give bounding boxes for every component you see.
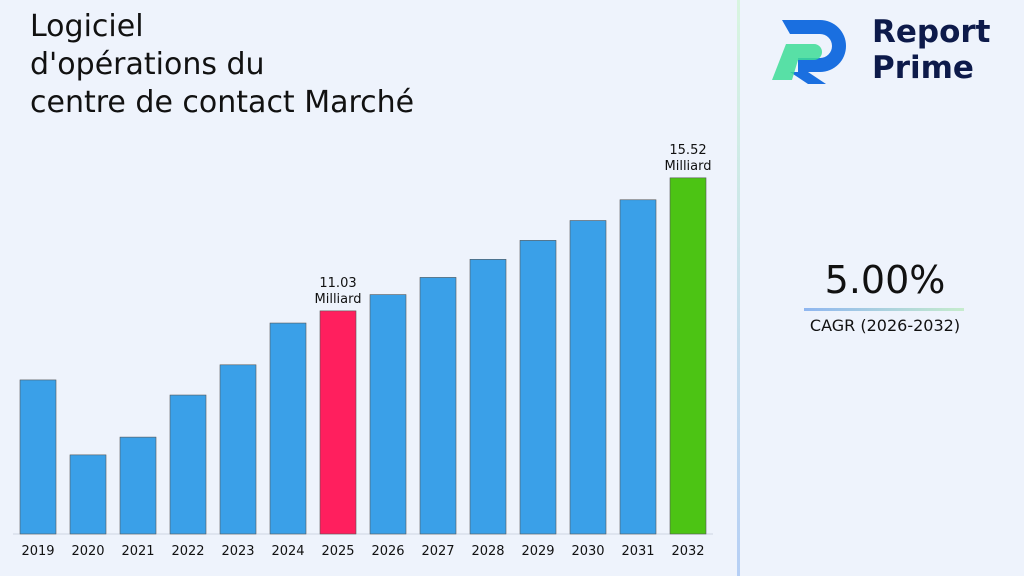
bar <box>669 177 707 535</box>
value-label: 15.52 Milliard <box>665 143 712 174</box>
logo-icon <box>772 20 846 84</box>
bar <box>169 394 207 535</box>
bar <box>269 322 307 535</box>
x-tick-label: 2025 <box>321 544 354 559</box>
bar <box>569 220 607 535</box>
x-tick-label: 2028 <box>471 544 504 559</box>
logo-line: Report <box>872 14 991 50</box>
x-tick-label: 2021 <box>121 544 154 559</box>
x-tick-label: 2027 <box>421 544 454 559</box>
bar <box>119 436 157 535</box>
bar <box>69 454 107 535</box>
logo-line: Prime <box>872 50 974 86</box>
x-tick-label: 2024 <box>271 544 304 559</box>
bar <box>519 240 557 535</box>
cagr-underline <box>804 308 964 311</box>
x-tick-label: 2020 <box>71 544 104 559</box>
bar <box>419 277 457 535</box>
chart-title: Logiciel d'opérations du centre de conta… <box>30 9 415 120</box>
x-tick-label: 2026 <box>371 544 404 559</box>
chart: 2019 2020 2021 2022 2023 2024 2025 11.03 Milliar… <box>13 143 713 559</box>
x-tick-label: 2019 <box>21 544 54 559</box>
cagr-value: 5.00% <box>824 258 946 302</box>
value-label: 11.03 Milliard <box>315 276 362 307</box>
bar <box>19 379 57 535</box>
x-tick-label: 2023 <box>221 544 254 559</box>
x-tick-label: 2031 <box>621 544 654 559</box>
logo-text: Report Prime <box>872 14 991 86</box>
bar <box>219 364 257 535</box>
x-tick-label: 2030 <box>571 544 604 559</box>
bar <box>619 199 657 535</box>
bar <box>469 259 507 535</box>
x-tick-label: 2029 <box>521 544 554 559</box>
divider <box>737 0 740 576</box>
cagr-label: CAGR (2026-2032) <box>809 316 961 335</box>
bar <box>369 294 407 535</box>
x-tick-label: 2032 <box>671 544 704 559</box>
bar <box>319 310 357 535</box>
x-tick-label: 2022 <box>171 544 204 559</box>
